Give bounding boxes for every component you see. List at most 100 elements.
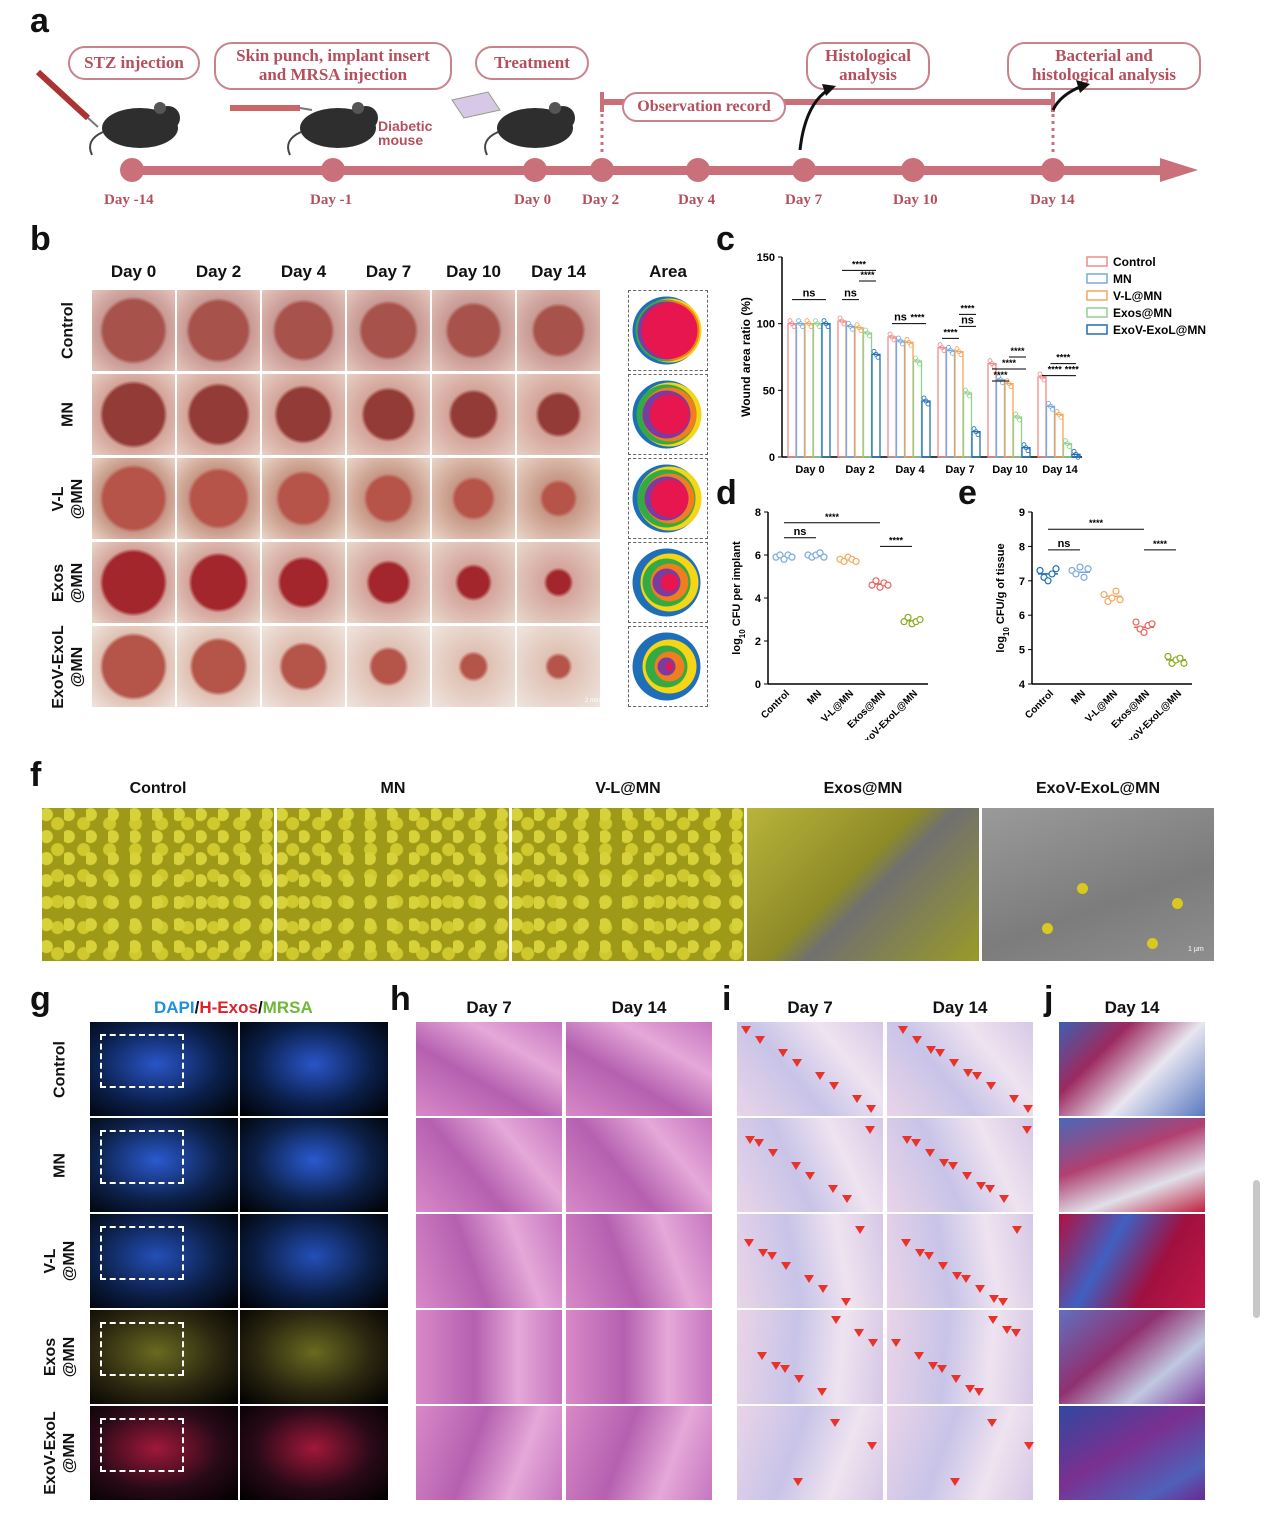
c-legend-label-0: Control bbox=[1113, 255, 1156, 269]
c-sig-label-9: **** bbox=[1010, 346, 1025, 356]
c-point-5-0-2 bbox=[1041, 377, 1047, 383]
gram-arrow-3-1-2 bbox=[1011, 1329, 1021, 1337]
c-point-4-2-2 bbox=[1008, 384, 1014, 390]
day-label-5: Day 7 bbox=[785, 192, 823, 208]
gram-arrow-1-1-1 bbox=[948, 1162, 958, 1170]
wound-photo-r0-c0 bbox=[92, 290, 175, 371]
e-point-4-4 bbox=[1180, 659, 1188, 667]
fluor-image-r3-c0 bbox=[90, 1310, 238, 1404]
histo-line1: Histological bbox=[825, 46, 911, 65]
c-legend-label-2: V-L@MN bbox=[1113, 289, 1162, 303]
gram-image-r4-c0 bbox=[737, 1406, 883, 1500]
wound-col-header-1: Day 2 bbox=[195, 262, 242, 281]
wound-photo-r2-c5 bbox=[517, 458, 600, 539]
area-shapes-2 bbox=[632, 464, 702, 533]
stz-injection-label: STZ injection bbox=[68, 46, 200, 80]
c-legend-label-1: MN bbox=[1113, 272, 1132, 286]
e-ytick-label-2: 6 bbox=[1019, 610, 1025, 622]
he-col-header-0: Day 7 bbox=[466, 998, 512, 1017]
fluor-image-r2-c1 bbox=[240, 1214, 388, 1308]
c-bar-1-3 bbox=[862, 332, 873, 458]
gram-arrow-0-0-6 bbox=[829, 1082, 839, 1090]
d-point-0-4 bbox=[788, 553, 796, 561]
syringe-icon-2 bbox=[230, 105, 313, 111]
bact-line2: histological analysis bbox=[1031, 65, 1177, 84]
timeline-dot-day7 bbox=[792, 158, 816, 182]
fluor-image-r4-c0 bbox=[90, 1406, 238, 1500]
timeline-arrowhead bbox=[1160, 158, 1198, 182]
c-ylabel: Wound area ratio (%) bbox=[739, 297, 753, 417]
gram-arrow-0-1-0 bbox=[898, 1026, 908, 1034]
gram-col-header-1: Day 14 bbox=[932, 998, 988, 1017]
wound-photo-r1-c2 bbox=[262, 374, 345, 455]
gram-arrow-0-1-6 bbox=[986, 1082, 996, 1090]
gram-arrow-1-0-2 bbox=[828, 1185, 838, 1193]
c-ytick-label-2: 100 bbox=[757, 319, 775, 331]
gram-arrow-1-0-0 bbox=[754, 1139, 764, 1147]
c-bar-0-2 bbox=[804, 323, 814, 458]
wound-photo-r3-c3 bbox=[347, 542, 430, 623]
timeline-svg: Diabetic mouse bbox=[35, 69, 1198, 182]
d-point-1-4 bbox=[820, 553, 828, 561]
gram-arrow-3-0-6 bbox=[868, 1339, 878, 1347]
timeline-dot-day4 bbox=[686, 158, 710, 182]
e-point-0-0 bbox=[1036, 566, 1044, 575]
gram-arrow-2-1-7 bbox=[915, 1249, 925, 1257]
gram-arrow-2-1-1 bbox=[961, 1275, 971, 1283]
c-bar-1-2 bbox=[854, 327, 864, 458]
gram-image-r0-c0 bbox=[737, 1022, 883, 1116]
day-label-2: Day 0 bbox=[514, 192, 552, 208]
gram-arrow-3-1-3 bbox=[914, 1352, 924, 1360]
e-ytick-label-5: 9 bbox=[1019, 507, 1025, 519]
panel-label-d: d bbox=[716, 474, 737, 512]
c-bar-5-2 bbox=[1054, 413, 1064, 458]
gram-arrow-0-1-9 bbox=[963, 1069, 973, 1077]
wound-photo-r1-c5 bbox=[517, 374, 600, 455]
c-legend-swatch-0 bbox=[1086, 256, 1108, 267]
observation-record-label: Observation record bbox=[622, 92, 786, 122]
c-point-5-4-2 bbox=[1075, 454, 1081, 460]
c-sig-label-12: **** bbox=[1056, 353, 1071, 363]
wound-area-bar-chart: 0 50 100 150 Wound area ratio (%) Day 0 Day 2 D… bbox=[739, 252, 1206, 476]
d-ytick-label-1: 2 bbox=[755, 636, 761, 648]
sem-scale-label: 1 μm bbox=[1188, 946, 1204, 953]
e-sig-label-1: **** bbox=[1089, 518, 1104, 528]
gram-arrow-2-1-4 bbox=[938, 1262, 948, 1270]
fluor-image-r1-c0 bbox=[90, 1118, 238, 1212]
timeline-dot-day2 bbox=[590, 158, 614, 182]
d-point-2-4 bbox=[852, 557, 860, 566]
sem-image-3 bbox=[747, 808, 979, 961]
mouse-icon-2 bbox=[287, 102, 378, 156]
fluor-image-r0-c1 bbox=[240, 1022, 388, 1116]
c-legend-swatch-1 bbox=[1086, 273, 1108, 284]
skin-punch-line1: Skin punch, implant insert bbox=[236, 46, 430, 65]
c-bar-3-0 bbox=[937, 347, 947, 458]
c-point-1-4-2 bbox=[875, 354, 881, 360]
gram-arrow-3-1-4 bbox=[951, 1375, 961, 1383]
gram-arrow-1-1-3 bbox=[1022, 1126, 1032, 1134]
wound-photo-r0-c2 bbox=[262, 290, 345, 371]
arrow-bacterial-head bbox=[1076, 80, 1090, 93]
c-point-3-4-2 bbox=[975, 432, 981, 438]
gram-arrow-1-0-6 bbox=[842, 1195, 852, 1203]
gram-arrow-3-0-7 bbox=[771, 1362, 781, 1370]
sem-col-header-1: MN bbox=[380, 780, 406, 797]
d-point-1-3 bbox=[816, 549, 824, 557]
wound-photo-r4-c5 bbox=[517, 626, 600, 707]
e-point-4-3 bbox=[1176, 654, 1184, 662]
c-sig-label-5: ns bbox=[894, 312, 907, 324]
gram-arrow-3-1-7 bbox=[928, 1362, 938, 1370]
gram-arrow-1-1-2 bbox=[985, 1185, 995, 1193]
area-shapes-3 bbox=[632, 548, 701, 617]
gram-arrow-0-0-5 bbox=[792, 1059, 802, 1067]
d-point-0-2 bbox=[780, 555, 788, 563]
arrow-bacterial bbox=[1051, 84, 1083, 111]
area-ring-0-5 bbox=[641, 302, 698, 359]
c-xtick-1: Day 2 bbox=[845, 464, 874, 476]
c-bar-2-1 bbox=[895, 340, 906, 458]
scrollbar-thumb[interactable] bbox=[1253, 1180, 1260, 1318]
area-overlay-3 bbox=[628, 542, 708, 623]
fluor-row-label-4: ExoV-ExoL @MN bbox=[42, 1411, 78, 1495]
wound-col-header-3: Day 7 bbox=[365, 262, 412, 281]
